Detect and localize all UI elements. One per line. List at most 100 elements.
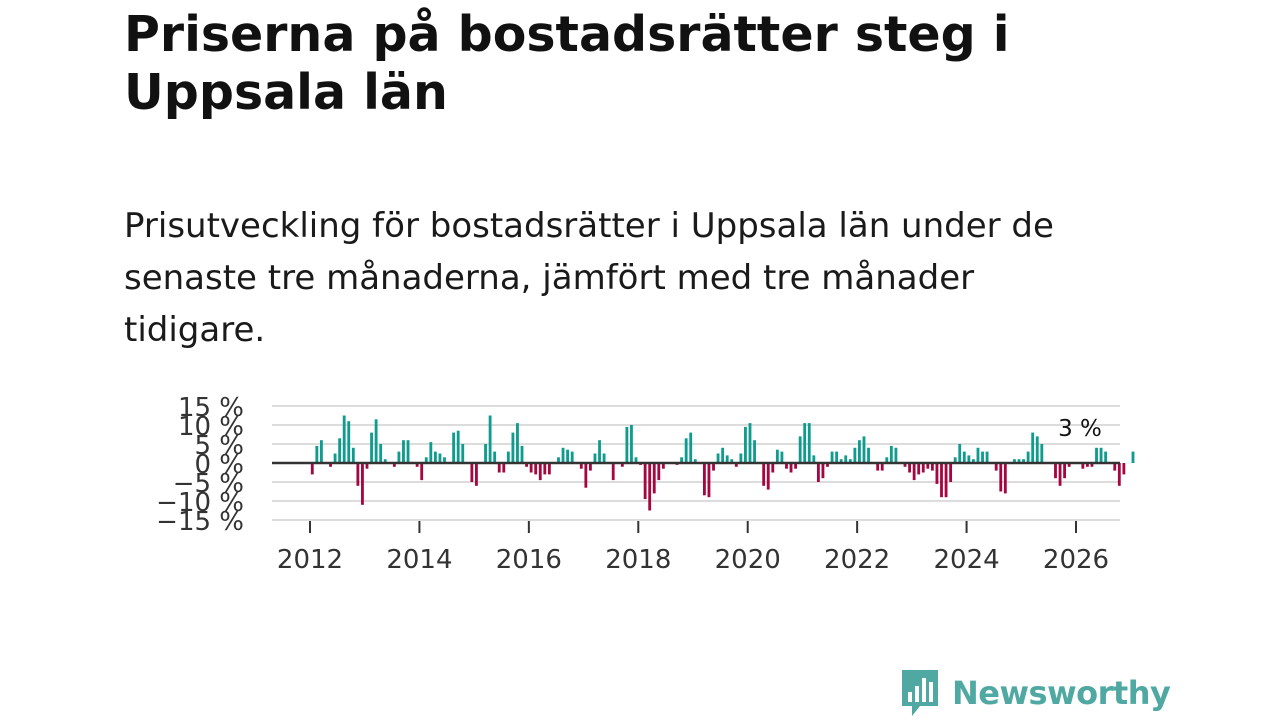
bar	[475, 463, 478, 486]
bar	[488, 415, 492, 463]
bar	[702, 463, 706, 496]
bar	[1090, 463, 1094, 467]
bar	[356, 463, 360, 486]
bar	[452, 432, 456, 463]
bar	[397, 451, 401, 463]
bar	[406, 440, 410, 463]
bar-chart: 15 %10 %5 %0 %−5 %−10 %−15 % 2012 2014 2016…	[156, 393, 1135, 575]
bar	[917, 463, 921, 475]
y-tick-label: −5 %	[173, 469, 244, 499]
x-tick-label: 2012	[277, 545, 343, 575]
bar	[912, 463, 916, 481]
bar	[953, 457, 957, 463]
y-tick-label: 10 %	[178, 412, 244, 442]
bar	[680, 457, 684, 463]
x-tick-label: 2024	[933, 545, 999, 575]
bar	[780, 451, 784, 463]
bar	[347, 421, 351, 463]
x-tick-label: 2018	[605, 545, 671, 575]
bar	[429, 442, 433, 463]
bar	[543, 463, 547, 475]
newsworthy-logo-icon	[902, 670, 938, 716]
bar	[785, 463, 788, 469]
bar	[803, 423, 807, 463]
bar	[529, 463, 533, 473]
bar	[634, 457, 638, 463]
y-tick-label: −15 %	[156, 507, 244, 537]
bar	[1013, 459, 1016, 463]
bar	[534, 463, 538, 475]
bar	[511, 432, 515, 463]
bar	[835, 451, 839, 463]
bar	[921, 463, 925, 473]
bar	[1054, 463, 1057, 479]
axes: 15 %10 %5 %0 %−5 %−10 %−15 % 2012 2014 2016…	[156, 393, 1120, 575]
bar	[821, 463, 825, 479]
bar	[976, 447, 980, 463]
bar	[994, 463, 998, 471]
bar	[967, 455, 971, 463]
bar	[885, 457, 889, 463]
bar	[611, 463, 615, 481]
bar	[1017, 459, 1021, 463]
bar	[981, 451, 984, 463]
bar	[1122, 463, 1126, 475]
bar	[949, 463, 953, 482]
bar	[908, 463, 911, 473]
bar	[1040, 444, 1044, 463]
bar	[497, 463, 501, 473]
bar	[438, 453, 442, 463]
bar	[392, 463, 396, 467]
bar	[734, 463, 738, 467]
bar	[625, 426, 629, 463]
bar	[1022, 459, 1025, 463]
bar	[361, 463, 364, 505]
bar	[506, 451, 510, 463]
bar	[365, 463, 369, 469]
y-tick-label: 0 %	[194, 450, 244, 480]
bar	[775, 449, 779, 463]
bar	[351, 447, 355, 463]
grid-lines	[272, 405, 1120, 521]
bar	[962, 451, 966, 463]
bar	[461, 444, 465, 463]
bar	[333, 453, 337, 463]
x-tick-label: 2020	[715, 545, 781, 575]
bar	[867, 447, 870, 463]
bar	[630, 425, 633, 463]
bar	[798, 436, 802, 463]
chart-subtitle: Prisutveckling för bostadsrätter i Uppsa…	[124, 206, 1054, 350]
bar	[725, 455, 729, 463]
bar	[310, 463, 314, 475]
bar	[826, 463, 829, 467]
bar	[880, 463, 884, 471]
y-tick-label: −10 %	[156, 488, 244, 518]
bar	[484, 444, 487, 463]
bar	[424, 457, 428, 463]
bar	[748, 423, 752, 463]
bar	[598, 440, 601, 463]
bar	[1131, 451, 1135, 463]
bar	[721, 447, 725, 463]
bar	[903, 463, 907, 467]
bar	[1063, 463, 1067, 479]
bar	[794, 463, 798, 469]
bar	[1031, 432, 1035, 463]
bar	[853, 447, 857, 463]
y-tick-label: 5 %	[194, 431, 244, 461]
bar	[1026, 451, 1030, 463]
bar	[433, 451, 437, 463]
bar	[370, 432, 373, 463]
bar	[315, 445, 319, 463]
bar	[684, 438, 688, 463]
bar	[1117, 463, 1121, 486]
latest-value-annotation: 3 %	[1058, 416, 1102, 442]
bar	[1104, 451, 1108, 463]
bar	[1067, 463, 1071, 467]
bar	[379, 444, 383, 463]
bar	[420, 463, 424, 481]
bar	[1113, 463, 1117, 471]
bar	[807, 423, 811, 463]
y-tick-label: 15 %	[178, 393, 244, 423]
bar	[374, 419, 378, 463]
